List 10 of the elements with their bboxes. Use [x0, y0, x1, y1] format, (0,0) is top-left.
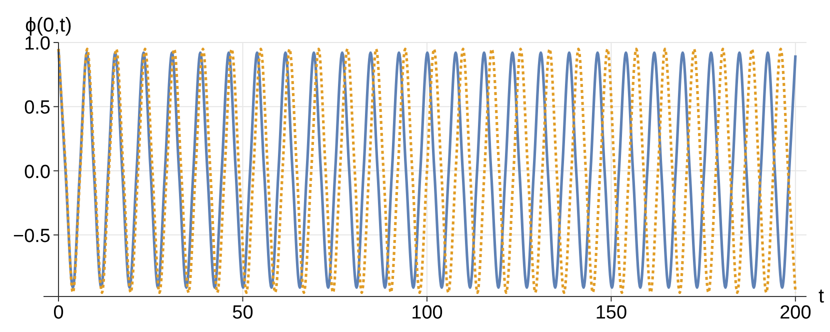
y-tick-label: 0.5 — [24, 98, 51, 119]
x-axis-title: t — [818, 286, 824, 308]
x-tick-label: 150 — [595, 302, 628, 324]
x-tick-label: 0 — [53, 302, 64, 324]
x-tick-label: 100 — [411, 302, 443, 324]
x-tick-label: 200 — [780, 302, 812, 324]
y-tick-label: −0.5 — [12, 226, 51, 247]
y-tick-label: 0.0 — [24, 162, 51, 183]
x-tick-label: 50 — [232, 302, 254, 324]
y-axis-title: ϕ(0,t) — [25, 14, 72, 36]
